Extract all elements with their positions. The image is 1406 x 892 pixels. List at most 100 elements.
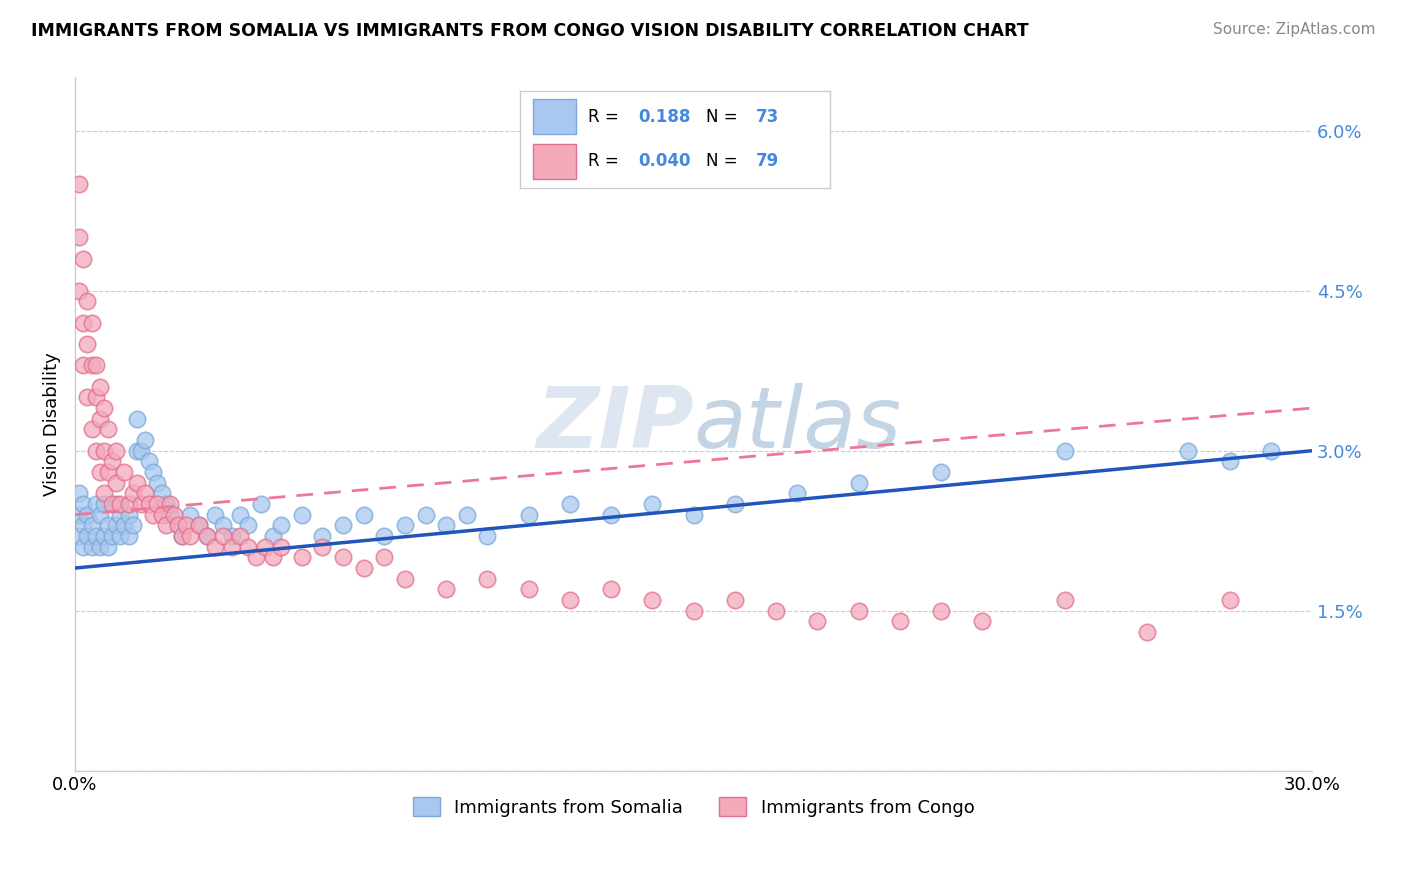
Point — [89, 411, 111, 425]
Point — [972, 615, 994, 629]
Point — [270, 540, 292, 554]
Point — [229, 508, 252, 522]
Point — [373, 529, 395, 543]
Point — [80, 422, 103, 436]
Point — [848, 604, 870, 618]
Point — [72, 497, 94, 511]
Point — [84, 443, 107, 458]
Point — [72, 518, 94, 533]
Point — [889, 615, 911, 629]
Point — [1177, 443, 1199, 458]
Point — [89, 380, 111, 394]
Point — [291, 508, 314, 522]
Point — [195, 529, 218, 543]
Point — [291, 550, 314, 565]
Point — [1260, 443, 1282, 458]
Point — [105, 443, 128, 458]
Legend: Immigrants from Somalia, Immigrants from Congo: Immigrants from Somalia, Immigrants from… — [405, 790, 981, 824]
Point — [221, 529, 243, 543]
Point — [89, 465, 111, 479]
Point — [76, 529, 98, 543]
Point — [204, 540, 226, 554]
Point — [262, 550, 284, 565]
Point — [114, 518, 136, 533]
Point — [142, 465, 165, 479]
Point — [76, 391, 98, 405]
Point — [641, 497, 664, 511]
Text: atlas: atlas — [693, 383, 901, 466]
Point — [641, 593, 664, 607]
Point — [110, 529, 132, 543]
Point — [67, 230, 90, 244]
Point — [238, 518, 260, 533]
Point — [101, 454, 124, 468]
Point — [249, 497, 271, 511]
Point — [117, 508, 139, 522]
Point — [80, 316, 103, 330]
Point — [434, 582, 457, 597]
Point — [212, 529, 235, 543]
Point — [76, 294, 98, 309]
Point — [117, 497, 139, 511]
Point — [93, 401, 115, 415]
Point — [72, 540, 94, 554]
Point — [101, 497, 124, 511]
Point — [114, 465, 136, 479]
Point — [558, 497, 581, 511]
Point — [110, 508, 132, 522]
Point — [84, 529, 107, 543]
Point — [134, 433, 156, 447]
Point — [311, 540, 333, 554]
Text: IMMIGRANTS FROM SOMALIA VS IMMIGRANTS FROM CONGO VISION DISABILITY CORRELATION C: IMMIGRANTS FROM SOMALIA VS IMMIGRANTS FR… — [31, 22, 1029, 40]
Point — [238, 540, 260, 554]
Point — [150, 508, 173, 522]
Point — [67, 508, 90, 522]
Point — [105, 518, 128, 533]
Point — [332, 550, 354, 565]
Point — [806, 615, 828, 629]
Point — [142, 508, 165, 522]
Point — [172, 529, 194, 543]
Point — [146, 497, 169, 511]
Point — [84, 359, 107, 373]
Point — [72, 316, 94, 330]
Point — [121, 518, 143, 533]
Point — [172, 529, 194, 543]
Point — [93, 529, 115, 543]
Point — [245, 550, 267, 565]
Point — [558, 593, 581, 607]
Point — [204, 508, 226, 522]
Point — [150, 486, 173, 500]
Point — [80, 359, 103, 373]
Point — [517, 582, 540, 597]
Point — [262, 529, 284, 543]
Point — [394, 518, 416, 533]
Point — [80, 540, 103, 554]
Point — [125, 443, 148, 458]
Point — [353, 561, 375, 575]
Point — [353, 508, 375, 522]
Point — [724, 593, 747, 607]
Point — [1053, 443, 1076, 458]
Point — [97, 518, 120, 533]
Point — [179, 529, 201, 543]
Point — [600, 582, 623, 597]
Y-axis label: Vision Disability: Vision Disability — [44, 352, 60, 496]
Point — [76, 337, 98, 351]
Point — [76, 508, 98, 522]
Point — [1136, 625, 1159, 640]
Point — [67, 486, 90, 500]
Point — [394, 572, 416, 586]
Point — [93, 486, 115, 500]
Point — [682, 604, 704, 618]
Point — [1219, 593, 1241, 607]
Point — [167, 518, 190, 533]
Point — [179, 508, 201, 522]
Point — [929, 604, 952, 618]
Text: ZIP: ZIP — [536, 383, 693, 466]
Point — [125, 475, 148, 490]
Point — [97, 540, 120, 554]
Point — [67, 177, 90, 191]
Point — [155, 497, 177, 511]
Point — [765, 604, 787, 618]
